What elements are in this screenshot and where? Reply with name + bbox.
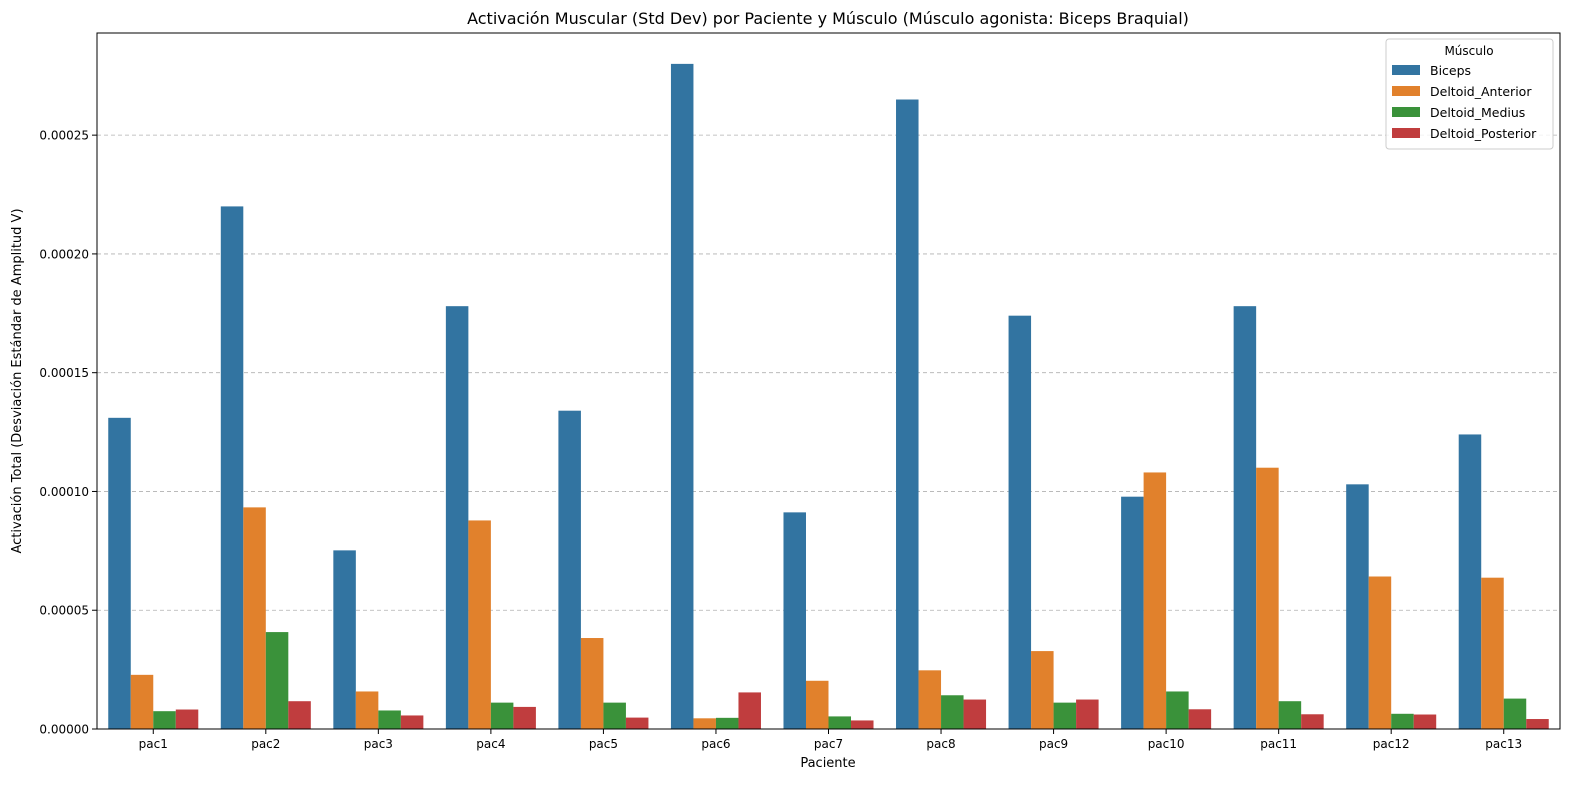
x-tick-label: pac9 (1039, 737, 1068, 751)
bar-deltoid-medius-pac5 (603, 702, 626, 729)
bar-deltoid-anterior-pac8 (918, 670, 942, 729)
bar-deltoid-posterior-pac12 (1413, 714, 1437, 729)
legend-label: Deltoid_Posterior (1430, 126, 1537, 141)
bar-biceps-pac7 (783, 512, 806, 729)
bar-biceps-pac9 (1008, 315, 1032, 729)
bar-deltoid-anterior-pac4 (468, 520, 491, 729)
x-axis: pac1 pac2 pac3 pac4 pac5 pac6 pac7 pac8 pac9 pac1… (139, 729, 1522, 751)
bar-deltoid-posterior-pac4 (513, 706, 536, 729)
x-tick-label: pac1 (139, 737, 168, 751)
bar-deltoid-medius-pac6 (715, 717, 739, 729)
bar-deltoid-posterior-pac7 (851, 720, 874, 729)
legend-label: Deltoid_Anterior (1430, 84, 1532, 99)
legend-swatch (1392, 128, 1420, 138)
bar-deltoid-anterior-pac7 (805, 680, 829, 729)
bar-deltoid-anterior-pac5 (580, 638, 604, 729)
bar-deltoid-anterior-pac10 (1143, 472, 1167, 729)
bar-deltoid-posterior-pac6 (738, 692, 761, 729)
bar-biceps-pac8 (896, 99, 919, 729)
bar-deltoid-medius-pac4 (490, 702, 514, 729)
x-tick-label: pac13 (1485, 737, 1522, 751)
bar-deltoid-posterior-pac13 (1526, 719, 1549, 729)
y-tick-label: 0.00015 (39, 366, 89, 380)
legend-box (1385, 38, 1554, 150)
x-tick-label: pac5 (589, 737, 618, 751)
bar-deltoid-posterior-pac3 (400, 715, 424, 729)
bar-deltoid-posterior-pac8 (963, 699, 987, 729)
bar-deltoid-anterior-pac9 (1031, 651, 1054, 729)
bar-biceps-pac12 (1346, 484, 1369, 729)
x-tick-label: pac8 (926, 737, 955, 751)
x-axis-label: Paciente (800, 756, 855, 771)
legend-swatch (1392, 65, 1420, 75)
x-tick-label: pac4 (476, 737, 505, 751)
legend-label: Biceps (1430, 63, 1471, 78)
y-tick-label: 0.00020 (39, 247, 89, 261)
bar-deltoid-posterior-pac5 (625, 717, 649, 729)
bar-biceps-pac10 (1121, 496, 1144, 729)
x-tick-label: pac12 (1373, 737, 1410, 751)
x-tick-label: pac10 (1148, 737, 1185, 751)
bar-deltoid-medius-pac9 (1053, 702, 1077, 729)
bar-biceps-pac4 (445, 306, 469, 729)
bar-biceps-pac5 (558, 410, 581, 729)
legend-swatch (1392, 107, 1420, 117)
bar-deltoid-posterior-pac10 (1188, 709, 1212, 729)
y-tick-label: 0.00025 (39, 129, 89, 143)
bar-biceps-pac13 (1458, 434, 1482, 729)
bar-biceps-pac2 (220, 206, 244, 730)
grid-lines (97, 134, 1560, 611)
x-tick-label: pac7 (814, 737, 843, 751)
legend: Músculo Biceps Deltoid_Anterior Deltoid_Me… (1385, 38, 1554, 150)
bar-deltoid-posterior-pac2 (288, 701, 311, 729)
bar-deltoid-posterior-pac9 (1076, 699, 1099, 729)
bar-deltoid-posterior-pac1 (175, 709, 199, 729)
y-tick-label: 0.00000 (39, 723, 89, 737)
y-tick-label: 0.00010 (39, 485, 89, 499)
bar-deltoid-anterior-pac12 (1368, 576, 1392, 729)
legend-label: Deltoid_Medius (1430, 105, 1525, 120)
chart-title: Activación Muscular (Std Dev) por Pacien… (467, 9, 1189, 28)
legend-swatch (1392, 86, 1420, 96)
bar-deltoid-anterior-pac11 (1256, 467, 1279, 729)
bar-deltoid-anterior-pac3 (355, 691, 379, 729)
bar-deltoid-medius-pac12 (1391, 713, 1414, 729)
bar-deltoid-medius-pac2 (265, 632, 289, 729)
bar-deltoid-medius-pac11 (1278, 701, 1302, 729)
bar-biceps-pac3 (333, 550, 356, 729)
bar-deltoid-anterior-pac2 (243, 507, 266, 729)
bar-deltoid-anterior-pac6 (693, 718, 716, 729)
bar-deltoid-medius-pac8 (941, 695, 964, 729)
bar-biceps-pac1 (108, 417, 131, 729)
y-axis-label: Activación Total (Desviación Estándar de… (10, 208, 25, 553)
bar-deltoid-posterior-pac11 (1301, 714, 1324, 729)
bar-deltoid-medius-pac7 (828, 716, 852, 729)
legend-title: Músculo (1444, 44, 1493, 58)
bar-deltoid-anterior-pac13 (1481, 577, 1504, 729)
bar-deltoid-medius-pac1 (153, 711, 176, 729)
x-tick-label: pac11 (1260, 737, 1297, 751)
bar-biceps-pac11 (1233, 306, 1257, 729)
bar-deltoid-medius-pac10 (1166, 691, 1189, 729)
y-tick-label: 0.00005 (39, 604, 89, 618)
bar-deltoid-medius-pac13 (1503, 698, 1527, 729)
bars (108, 63, 1549, 730)
bar-biceps-pac6 (670, 63, 694, 729)
y-axis: 0.00000 0.00005 0.00010 0.00015 0.00020 0.000… (39, 129, 97, 737)
x-tick-label: pac2 (251, 737, 280, 751)
bar-deltoid-medius-pac3 (378, 710, 401, 729)
x-tick-label: pac6 (701, 737, 730, 751)
bar-deltoid-anterior-pac1 (130, 674, 154, 729)
x-tick-label: pac3 (364, 737, 393, 751)
